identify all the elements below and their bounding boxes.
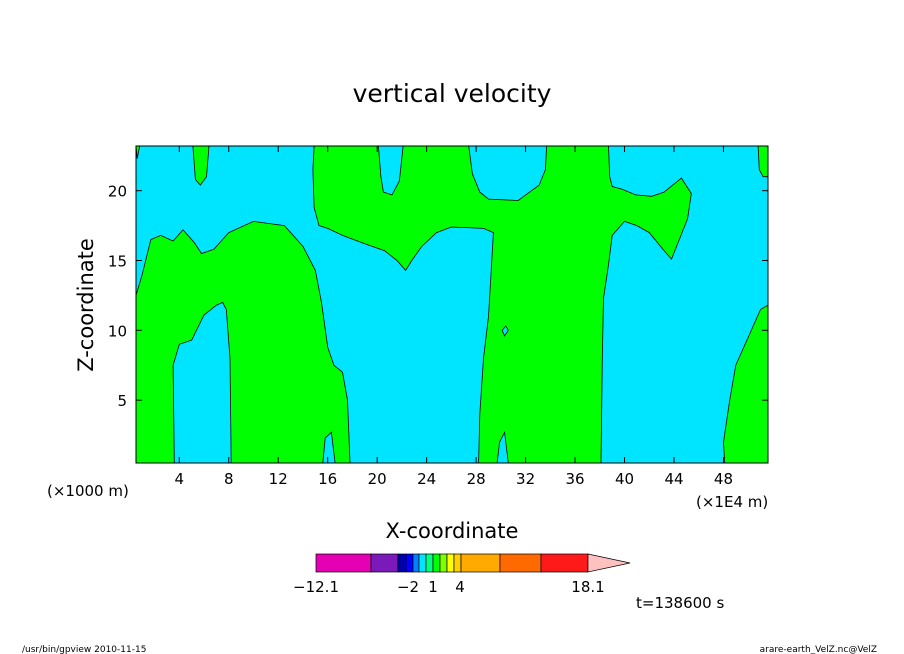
x-tick-label: 20 <box>368 470 387 488</box>
colorbar-segment <box>370 553 399 573</box>
colorbar-label: 1 <box>428 578 438 596</box>
x-tick-label: 12 <box>269 470 288 488</box>
x-tick-label: 8 <box>224 470 234 488</box>
colorbar <box>315 553 631 573</box>
x-tick-label: 16 <box>318 470 337 488</box>
colorbar-segment <box>446 553 455 573</box>
footer-left: /usr/bin/gpview 2010-11-15 <box>22 645 146 654</box>
colorbar-segment <box>425 553 434 573</box>
colorbar-segment <box>460 553 501 573</box>
x-tick-label: 44 <box>664 470 683 488</box>
x-tick-label: 4 <box>175 470 185 488</box>
x-axis: 4 8 12 16 20 24 28 32 36 40 44 48 <box>175 146 733 488</box>
colorbar-label: −12.1 <box>293 578 339 596</box>
y-tick-label: 15 <box>108 253 127 271</box>
colorbar-segment <box>315 553 372 573</box>
chart-title: vertical velocity <box>353 79 552 108</box>
y-tick-label: 10 <box>108 322 127 340</box>
x-tick-label: 48 <box>714 470 733 488</box>
colorbar-segment <box>412 553 420 573</box>
time-label: t=138600 s <box>636 594 724 612</box>
x-unit-right: (×1E4 m) <box>696 493 768 511</box>
colorbar-extension <box>587 553 631 573</box>
colorbar-segment <box>439 553 448 573</box>
x-tick-label: 40 <box>615 470 634 488</box>
colorbar-label: 18.1 <box>571 578 604 596</box>
colorbar-label: −2 <box>397 578 419 596</box>
colorbar-segment <box>499 553 542 573</box>
y-tick-label: 5 <box>117 392 127 410</box>
x-tick-label: 32 <box>516 470 535 488</box>
negative-region-6 <box>501 325 509 337</box>
colorbar-segment <box>453 553 462 573</box>
y-axis: 5 10 15 20 <box>108 183 768 410</box>
footer-right: arare-earth_VelZ.nc@VelZ <box>760 645 877 654</box>
colorbar-segment <box>397 553 407 573</box>
colorbar-segment <box>405 553 414 573</box>
plot-area <box>135 145 769 464</box>
x-tick-label: 28 <box>467 470 486 488</box>
y-tick-label: 20 <box>108 183 127 201</box>
colorbar-segment <box>418 553 427 573</box>
positive-region-1 <box>312 145 692 464</box>
colorbar-label: 4 <box>455 578 465 596</box>
x-unit-left: (×1000 m) <box>47 482 129 500</box>
x-tick-label: 24 <box>417 470 436 488</box>
plot-frame <box>135 145 769 464</box>
x-tick-label: 36 <box>566 470 585 488</box>
colorbar-segment <box>432 553 441 573</box>
positive-region-0 <box>135 220 351 464</box>
x-axis-label: X-coordinate <box>386 519 519 543</box>
colorbar-segment <box>540 553 589 573</box>
colorbar-labels: −12.1 −2 1 4 18.1 <box>293 578 605 596</box>
y-axis-label: Z-coordinate <box>74 238 98 372</box>
